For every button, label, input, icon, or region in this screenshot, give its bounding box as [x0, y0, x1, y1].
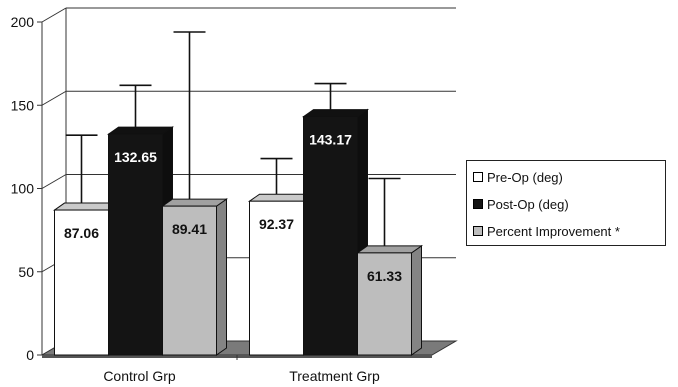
- data-label: 89.41: [172, 221, 207, 237]
- y-tick-label: 150: [11, 97, 35, 113]
- y-tick-label: 200: [11, 14, 35, 30]
- bar: [249, 200, 304, 356]
- y-tick-label: 0: [26, 347, 34, 363]
- bar-top: [355, 245, 424, 254]
- data-label: 87.06: [64, 225, 99, 241]
- legend-swatch-percent-improvement: [473, 226, 483, 236]
- bar: [54, 209, 109, 356]
- bar: [357, 252, 412, 356]
- legend-label-pre-op: Pre-Op (deg): [487, 169, 563, 185]
- bar-top: [160, 198, 229, 207]
- legend-item-percent-improvement: Percent Improvement *: [473, 221, 620, 241]
- legend-item-pre-op: Pre-Op (deg): [473, 167, 563, 187]
- legend-label-percent-improvement: Percent Improvement *: [487, 223, 620, 239]
- y-tick-label: 100: [11, 181, 35, 197]
- data-label: 61.33: [367, 268, 402, 284]
- gridline-side: [41, 90, 67, 106]
- bar-top: [106, 126, 175, 135]
- legend-item-post-op: Post-Op (deg): [473, 194, 569, 214]
- data-label: 143.17: [309, 132, 352, 148]
- x-tick-label: Treatment Grp: [289, 368, 380, 384]
- legend-swatch-post-op: [473, 199, 483, 209]
- y-tick-label: 50: [18, 264, 34, 280]
- gridline-side: [41, 7, 67, 23]
- legend-swatch-pre-op: [473, 172, 483, 182]
- bar: [162, 205, 217, 356]
- legend: Pre-Op (deg) Post-Op (deg) Percent Impro…: [466, 160, 666, 246]
- bar: [108, 133, 163, 356]
- bars: [52, 31, 424, 356]
- bar: [303, 116, 358, 356]
- data-label: 92.37: [259, 216, 294, 232]
- bar-top: [301, 109, 370, 118]
- data-label: 132.65: [114, 149, 157, 165]
- labels: 0 50 100 150 200 Control Grp Treatment Grp 87.0…: [11, 14, 403, 384]
- gridline-side: [41, 174, 67, 189]
- x-tick-label: Control Grp: [103, 368, 176, 384]
- bar-side: [411, 244, 422, 356]
- legend-label-post-op: Post-Op (deg): [487, 196, 569, 212]
- bar-side: [216, 198, 227, 356]
